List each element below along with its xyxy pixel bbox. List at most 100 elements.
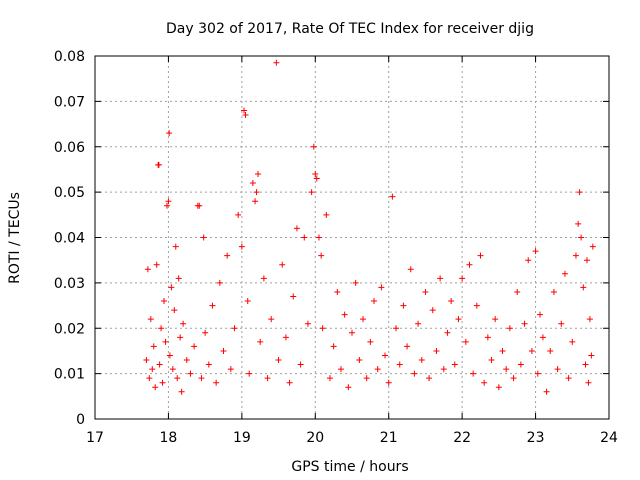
data-point bbox=[393, 325, 400, 332]
data-point bbox=[202, 329, 209, 336]
data-point bbox=[238, 243, 245, 250]
y-tick-label: 0.06 bbox=[54, 140, 85, 156]
data-point bbox=[433, 347, 440, 354]
data-point bbox=[448, 298, 455, 305]
data-point bbox=[572, 252, 579, 259]
points-layer bbox=[143, 59, 596, 395]
data-point bbox=[227, 366, 234, 373]
data-point bbox=[367, 338, 374, 345]
data-point bbox=[547, 347, 554, 354]
y-tick-label: 0.05 bbox=[54, 185, 85, 201]
data-point bbox=[422, 288, 429, 295]
data-point bbox=[301, 234, 308, 241]
data-point bbox=[532, 248, 539, 255]
data-point bbox=[260, 275, 267, 282]
x-tick-label: 20 bbox=[306, 430, 324, 446]
data-point bbox=[565, 375, 572, 382]
data-point bbox=[429, 307, 436, 314]
data-point bbox=[257, 338, 264, 345]
data-point bbox=[183, 357, 190, 364]
data-point bbox=[286, 379, 293, 386]
data-point bbox=[415, 320, 422, 327]
data-point bbox=[318, 252, 325, 259]
data-point bbox=[466, 261, 473, 268]
data-point bbox=[143, 357, 150, 364]
data-point bbox=[161, 298, 168, 305]
data-point bbox=[253, 189, 260, 196]
data-point bbox=[166, 130, 173, 137]
data-point bbox=[205, 361, 212, 368]
data-point bbox=[155, 161, 162, 168]
data-point bbox=[224, 252, 231, 259]
data-point bbox=[462, 338, 469, 345]
x-tick-label: 22 bbox=[453, 430, 471, 446]
data-point bbox=[209, 302, 216, 309]
data-point bbox=[279, 261, 286, 268]
data-point bbox=[360, 316, 367, 323]
data-point bbox=[558, 320, 565, 327]
data-point bbox=[521, 320, 528, 327]
data-point bbox=[536, 311, 543, 318]
data-point bbox=[242, 111, 249, 118]
y-tick-label: 0.02 bbox=[54, 321, 85, 337]
x-tick-label: 19 bbox=[233, 430, 251, 446]
data-point bbox=[200, 234, 207, 241]
x-tick-label: 24 bbox=[600, 430, 618, 446]
data-point bbox=[378, 284, 385, 291]
data-point bbox=[418, 357, 425, 364]
data-point bbox=[246, 370, 253, 377]
data-point bbox=[356, 357, 363, 364]
data-point bbox=[589, 243, 596, 250]
y-tick-label: 0.04 bbox=[54, 231, 85, 247]
x-tick-label: 17 bbox=[86, 430, 104, 446]
y-tick-label: 0.03 bbox=[54, 276, 85, 292]
data-point bbox=[326, 375, 333, 382]
data-point bbox=[561, 270, 568, 277]
data-point bbox=[180, 320, 187, 327]
data-point bbox=[231, 325, 238, 332]
data-point bbox=[455, 316, 462, 323]
data-point bbox=[153, 261, 160, 268]
data-point bbox=[543, 388, 550, 395]
data-point bbox=[313, 175, 320, 182]
data-point bbox=[525, 257, 532, 264]
data-point bbox=[177, 334, 184, 341]
data-point bbox=[583, 257, 590, 264]
data-point bbox=[191, 343, 198, 350]
data-point bbox=[187, 370, 194, 377]
data-point bbox=[172, 243, 179, 250]
y-tick-label: 0.07 bbox=[54, 94, 85, 110]
data-point bbox=[235, 211, 242, 218]
data-point bbox=[312, 170, 319, 177]
data-point bbox=[473, 302, 480, 309]
data-point bbox=[334, 288, 341, 295]
x-tick-label: 23 bbox=[527, 430, 545, 446]
data-point bbox=[319, 325, 326, 332]
data-point bbox=[437, 275, 444, 282]
y-tick-label: 0 bbox=[76, 412, 85, 428]
data-point bbox=[404, 343, 411, 350]
data-point bbox=[539, 334, 546, 341]
data-point bbox=[341, 311, 348, 318]
data-point bbox=[588, 352, 595, 359]
data-point bbox=[175, 275, 182, 282]
data-point bbox=[345, 384, 352, 391]
data-point bbox=[156, 361, 163, 368]
data-point bbox=[470, 370, 477, 377]
data-point bbox=[492, 316, 499, 323]
data-point bbox=[275, 357, 282, 364]
data-point bbox=[150, 343, 157, 350]
data-point bbox=[163, 202, 170, 209]
data-point bbox=[264, 375, 271, 382]
data-point bbox=[304, 320, 311, 327]
data-point bbox=[396, 361, 403, 368]
x-tick-label: 18 bbox=[160, 430, 178, 446]
data-point bbox=[337, 366, 344, 373]
data-point bbox=[517, 361, 524, 368]
data-point bbox=[488, 357, 495, 364]
data-point bbox=[382, 352, 389, 359]
y-tick-label: 0.08 bbox=[54, 49, 85, 65]
data-point bbox=[290, 293, 297, 300]
data-point bbox=[506, 325, 513, 332]
data-point bbox=[255, 170, 262, 177]
